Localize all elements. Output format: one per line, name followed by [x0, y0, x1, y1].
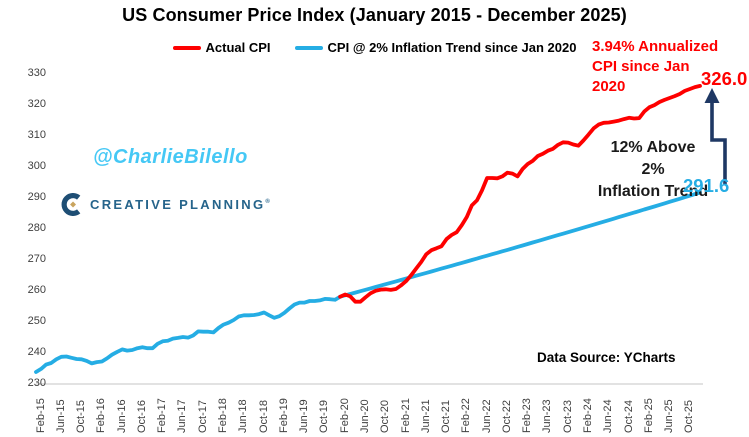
x-axis-label: Feb-21 — [399, 398, 412, 433]
y-axis-label: 240 — [27, 346, 46, 358]
actual-cpi-end-value-label: 326.0 — [701, 68, 748, 89]
trend-end-value-label: 291.6 — [683, 175, 730, 196]
chart-title: US Consumer Price Index (January 2015 - … — [122, 5, 627, 25]
y-axis-label: 320 — [27, 98, 46, 110]
x-axis-label: Jun-23 — [541, 399, 554, 433]
actual-cpi-line-swatch-icon — [172, 45, 201, 50]
x-axis-label: Feb-20 — [338, 398, 351, 433]
x-axis-label: Jun-18 — [237, 399, 250, 433]
x-axis-label: Jun-16 — [115, 399, 128, 433]
x-axis-label: Jun-20 — [358, 399, 371, 433]
y-axis-label: 280 — [27, 222, 46, 234]
creative-planning-logo: CREATIVE PLANNING® — [60, 193, 272, 216]
y-axis-label: 230 — [27, 377, 46, 389]
x-axis-label: Feb-23 — [521, 398, 534, 433]
x-axis-label: Oct-21 — [440, 399, 453, 433]
x-axis-label: Feb-17 — [156, 398, 169, 433]
gap-arrowhead-icon — [704, 88, 720, 103]
annotation-above-trend-line1: 12% Above 2% — [610, 139, 696, 178]
y-axis-label: 300 — [27, 160, 46, 172]
y-axis-label: 270 — [27, 253, 46, 265]
x-axis-label: Feb-25 — [642, 398, 655, 433]
x-axis-label: Oct-22 — [500, 399, 513, 433]
x-axis-label: Oct-16 — [135, 399, 148, 433]
x-axis-label: Jun-15 — [54, 399, 67, 433]
x-axis-label: Oct-17 — [196, 399, 209, 433]
x-axis-label: Jun-19 — [298, 399, 311, 433]
annotation-above-trend-line2: Inflation Trend — [597, 183, 709, 200]
x-axis-label: Feb-22 — [460, 398, 473, 433]
x-axis-label: Oct-18 — [257, 399, 270, 433]
gap-arrow — [710, 101, 727, 184]
legend-label-trend: CPI @ 2% Inflation Trend since Jan 2020 — [327, 40, 577, 55]
x-axis-label: Jun-24 — [602, 399, 615, 433]
x-axis-label: Oct-23 — [561, 399, 574, 433]
y-axis-label: 260 — [27, 284, 46, 296]
gold-diamond-icon — [70, 201, 77, 208]
annotation-annualized-line1: 3.94% Annualized — [592, 38, 719, 55]
annotation-annualized-cpi: 3.94% Annualized CPI since Jan 2020 — [592, 37, 722, 97]
x-axis-label: Oct-25 — [683, 399, 696, 433]
y-axis-label: 330 — [27, 67, 46, 79]
trend-line-swatch-icon — [294, 45, 323, 50]
x-axis-label: Oct-20 — [379, 399, 392, 433]
x-axis-label: Jun-21 — [419, 399, 432, 433]
y-axis-label: 310 — [27, 129, 46, 141]
watermark-charliebilello: @CharlieBilello — [93, 146, 248, 168]
x-axis-label: Oct-24 — [622, 399, 635, 433]
annotation-above-trend: 12% Above 2% Inflation Trend — [597, 137, 709, 203]
annotation-annualized-line2: CPI since Jan 2020 — [592, 58, 690, 95]
actual-cpi-line — [338, 84, 702, 304]
legend-item-actual-cpi: Actual CPI — [172, 40, 271, 55]
x-axis-label: Feb-18 — [217, 398, 230, 433]
x-axis-label: Jun-17 — [176, 399, 189, 433]
x-axis-label: Jun-25 — [663, 399, 676, 433]
creative-planning-logo-text: CREATIVE PLANNING® — [90, 197, 273, 212]
x-axis-label: Jun-22 — [480, 399, 493, 433]
x-axis-label: Feb-16 — [95, 398, 108, 433]
x-axis-label: Oct-19 — [318, 399, 331, 433]
creative-planning-c-icon — [61, 193, 81, 216]
x-axis-label: Oct-15 — [75, 399, 88, 433]
trend-line — [34, 190, 702, 374]
y-axis-label: 250 — [27, 315, 46, 327]
data-source-label: Data Source: YCharts — [537, 350, 676, 365]
legend: Actual CPI CPI @ 2% Inflation Trend sinc… — [0, 40, 749, 55]
x-axis-label: Feb-15 — [34, 398, 47, 433]
y-axis-label: 290 — [27, 191, 46, 203]
registered-mark: ® — [265, 199, 273, 205]
x-axis-label: Feb-24 — [581, 398, 594, 433]
legend-label-actual-cpi: Actual CPI — [205, 40, 271, 55]
legend-item-trend: CPI @ 2% Inflation Trend since Jan 2020 — [294, 40, 577, 55]
x-axis-label: Feb-19 — [277, 398, 290, 433]
